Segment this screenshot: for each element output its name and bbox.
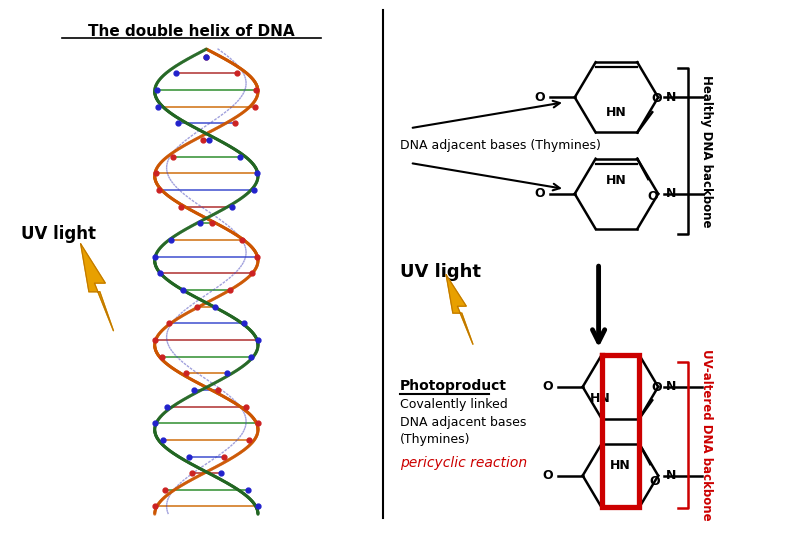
Text: UV light: UV light: [400, 263, 481, 281]
Text: HN: HN: [606, 174, 626, 187]
Text: The double helix of DNA: The double helix of DNA: [88, 24, 295, 39]
Text: Photoproduct: Photoproduct: [400, 379, 507, 393]
Text: N: N: [666, 91, 677, 104]
Text: O: O: [535, 188, 545, 201]
Text: HN: HN: [590, 392, 611, 405]
Text: pericyclic reaction: pericyclic reaction: [400, 456, 527, 470]
Text: HN: HN: [606, 106, 626, 119]
Text: O: O: [652, 380, 662, 393]
Text: O: O: [649, 475, 660, 488]
Text: HN: HN: [610, 459, 630, 472]
Text: Healthy DNA backbone: Healthy DNA backbone: [700, 75, 713, 228]
Text: O: O: [543, 469, 553, 482]
Text: O: O: [652, 93, 662, 106]
Text: N: N: [666, 188, 677, 201]
Polygon shape: [81, 244, 114, 331]
Text: N: N: [666, 469, 677, 482]
Text: O: O: [543, 380, 553, 393]
Text: O: O: [647, 190, 657, 203]
Text: O: O: [535, 91, 545, 104]
Text: UV light: UV light: [21, 225, 95, 243]
Text: N: N: [666, 380, 677, 393]
Text: (Thymines): (Thymines): [400, 433, 471, 446]
Text: UV-altered DNA backbone: UV-altered DNA backbone: [700, 349, 713, 521]
Text: Covalently linked: Covalently linked: [400, 398, 508, 411]
Text: DNA adjacent bases (Thymines): DNA adjacent bases (Thymines): [400, 139, 601, 152]
Text: DNA adjacent bases: DNA adjacent bases: [400, 416, 526, 429]
Polygon shape: [446, 275, 473, 344]
